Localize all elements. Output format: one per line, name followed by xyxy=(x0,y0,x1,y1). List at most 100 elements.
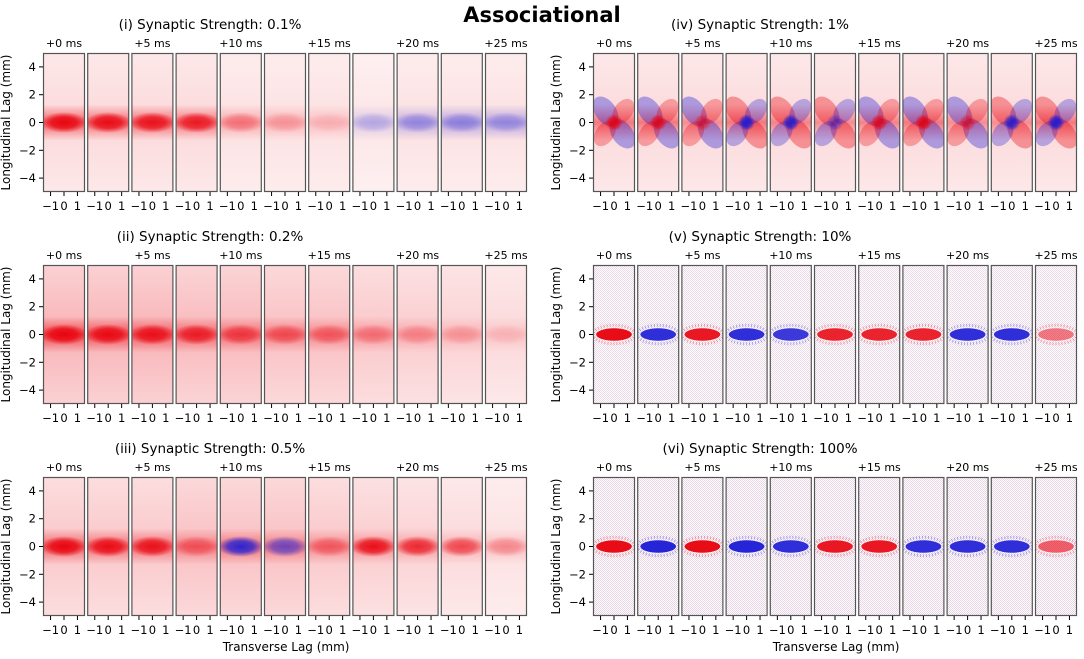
heatmap-peak xyxy=(87,324,130,345)
x-tick-label: 0 xyxy=(60,199,67,213)
subplot-frame xyxy=(219,264,262,405)
x-tick-label: −1 xyxy=(901,623,918,637)
x-tick-label: −1 xyxy=(86,199,103,213)
heatmap-subplot: −1 0 1 xyxy=(857,264,901,425)
heatmap-subplot: −1 0 1 xyxy=(86,476,130,637)
panel-numeral: (iii) xyxy=(115,441,141,457)
heatmap-field xyxy=(175,265,218,404)
subplot-frame xyxy=(484,52,528,193)
x-tick-label: 1 xyxy=(251,199,258,213)
x-tick-label: 0 xyxy=(149,411,156,425)
y-tick-label: 2 xyxy=(29,88,36,102)
heatmap-subplot: −1 0 1 xyxy=(946,264,989,425)
heatmap-field xyxy=(858,265,901,404)
x-tick-label: 1 xyxy=(427,623,434,637)
x-tick-label: −1 xyxy=(396,199,413,213)
x-tick-label: 0 xyxy=(699,411,706,425)
heatmap-subplot: −1 0 1 xyxy=(901,264,945,425)
x-tick-label: 0 xyxy=(370,623,377,637)
heatmap-peak xyxy=(870,114,888,131)
subplot-frame xyxy=(175,52,218,193)
heatmap-field xyxy=(902,53,945,192)
heatmap-field xyxy=(440,265,483,404)
y-tick-label: −4 xyxy=(19,383,36,397)
x-tick-label: 1 xyxy=(74,623,81,637)
heatmap-subplot: −1 0 1 xyxy=(440,476,483,637)
y-tick-label: 0 xyxy=(29,116,36,130)
subplot-frame xyxy=(175,264,218,405)
time-label: +20 ms xyxy=(396,461,439,474)
heatmap-subplot: −1 0 1 xyxy=(769,264,812,425)
subplot-frame xyxy=(592,52,636,193)
heatmap-field xyxy=(485,477,527,616)
heatmap-field xyxy=(87,477,130,616)
heatmap-subplot: −1 0 1 xyxy=(130,52,174,213)
subplot-frame xyxy=(219,476,262,617)
x-tick-label: −1 xyxy=(592,199,609,213)
time-label: +0 ms xyxy=(596,461,632,474)
x-tick-label: 0 xyxy=(787,623,794,637)
heatmap-field xyxy=(308,477,351,616)
x-tick-label: −1 xyxy=(680,411,697,425)
x-tick-label: −1 xyxy=(263,623,280,637)
panel-title: (ii) Synaptic Strength: 0.2% xyxy=(117,229,304,245)
heatmap-peak xyxy=(440,536,483,557)
heatmap-peak xyxy=(175,324,218,345)
x-tick-label: −1 xyxy=(592,623,609,637)
subplot-frame xyxy=(219,52,262,193)
x-tick-label: 1 xyxy=(472,199,479,213)
x-tick-label: −1 xyxy=(725,411,742,425)
time-label: +15 ms xyxy=(308,37,351,50)
x-tick-label: −1 xyxy=(725,199,742,213)
x-tick-label: 0 xyxy=(831,411,838,425)
x-tick-label: −1 xyxy=(990,411,1007,425)
heatmap-peak xyxy=(1038,540,1074,553)
x-tick-label: 0 xyxy=(920,411,927,425)
subplot-frame xyxy=(352,52,395,193)
x-tick-label: −1 xyxy=(990,199,1007,213)
x-tick-label: 1 xyxy=(1022,199,1029,213)
heatmap-subplot: −1 0 1 xyxy=(263,476,307,637)
x-tick-label: 0 xyxy=(370,199,377,213)
x-tick-label: 1 xyxy=(1022,411,1029,425)
x-tick-label: −1 xyxy=(636,199,653,213)
subplot-frame xyxy=(725,476,768,617)
y-tick-label: 2 xyxy=(579,88,586,102)
heatmap-field xyxy=(440,53,483,192)
heatmap-field xyxy=(681,265,724,404)
heatmap-peak xyxy=(728,328,765,341)
subplot-frame xyxy=(990,476,1033,617)
x-tick-label: −1 xyxy=(901,199,918,213)
heatmap-field xyxy=(219,265,262,404)
heatmap-field xyxy=(264,265,306,404)
heatmap-subplot: −1 0 1 xyxy=(725,476,768,637)
x-tick-label: −1 xyxy=(1034,411,1051,425)
time-label: +20 ms xyxy=(946,249,989,262)
subplot-frame xyxy=(42,52,86,193)
x-tick-label: −1 xyxy=(1034,623,1051,637)
subplot-frame xyxy=(990,52,1033,193)
x-tick-label: −1 xyxy=(86,623,103,637)
x-tick-label: −1 xyxy=(440,623,457,637)
x-tick-label: −1 xyxy=(175,411,192,425)
x-tick-label: 0 xyxy=(831,199,838,213)
time-label: +5 ms xyxy=(134,249,170,262)
y-axis-label: Longitudinal Lag (mm) xyxy=(549,267,563,403)
heatmap-peak xyxy=(396,324,439,345)
heatmap-peak xyxy=(915,114,932,131)
heatmap-peak xyxy=(959,114,976,131)
x-tick-label: 0 xyxy=(458,199,465,213)
heatmap-subplot: −1 0 1 xyxy=(263,264,307,425)
panel-numeral: (vi) xyxy=(662,441,689,457)
x-tick-label: 1 xyxy=(845,623,852,637)
heatmap-subplot: −1 0 1 xyxy=(307,476,351,637)
heatmap-field xyxy=(1035,477,1077,616)
y-axis-label: Longitudinal Lag (mm) xyxy=(549,55,563,191)
y-tick-label: −4 xyxy=(569,383,586,397)
subplot-frame xyxy=(396,264,439,405)
y-axis-label: Longitudinal Lag (mm) xyxy=(0,55,13,191)
heatmap-field xyxy=(769,265,812,404)
panel-3: (iii) Synaptic Strength: 0.5% +0 ms +5 ms +… xyxy=(0,441,528,654)
heatmap-field xyxy=(946,265,989,404)
time-label: +20 ms xyxy=(396,249,439,262)
